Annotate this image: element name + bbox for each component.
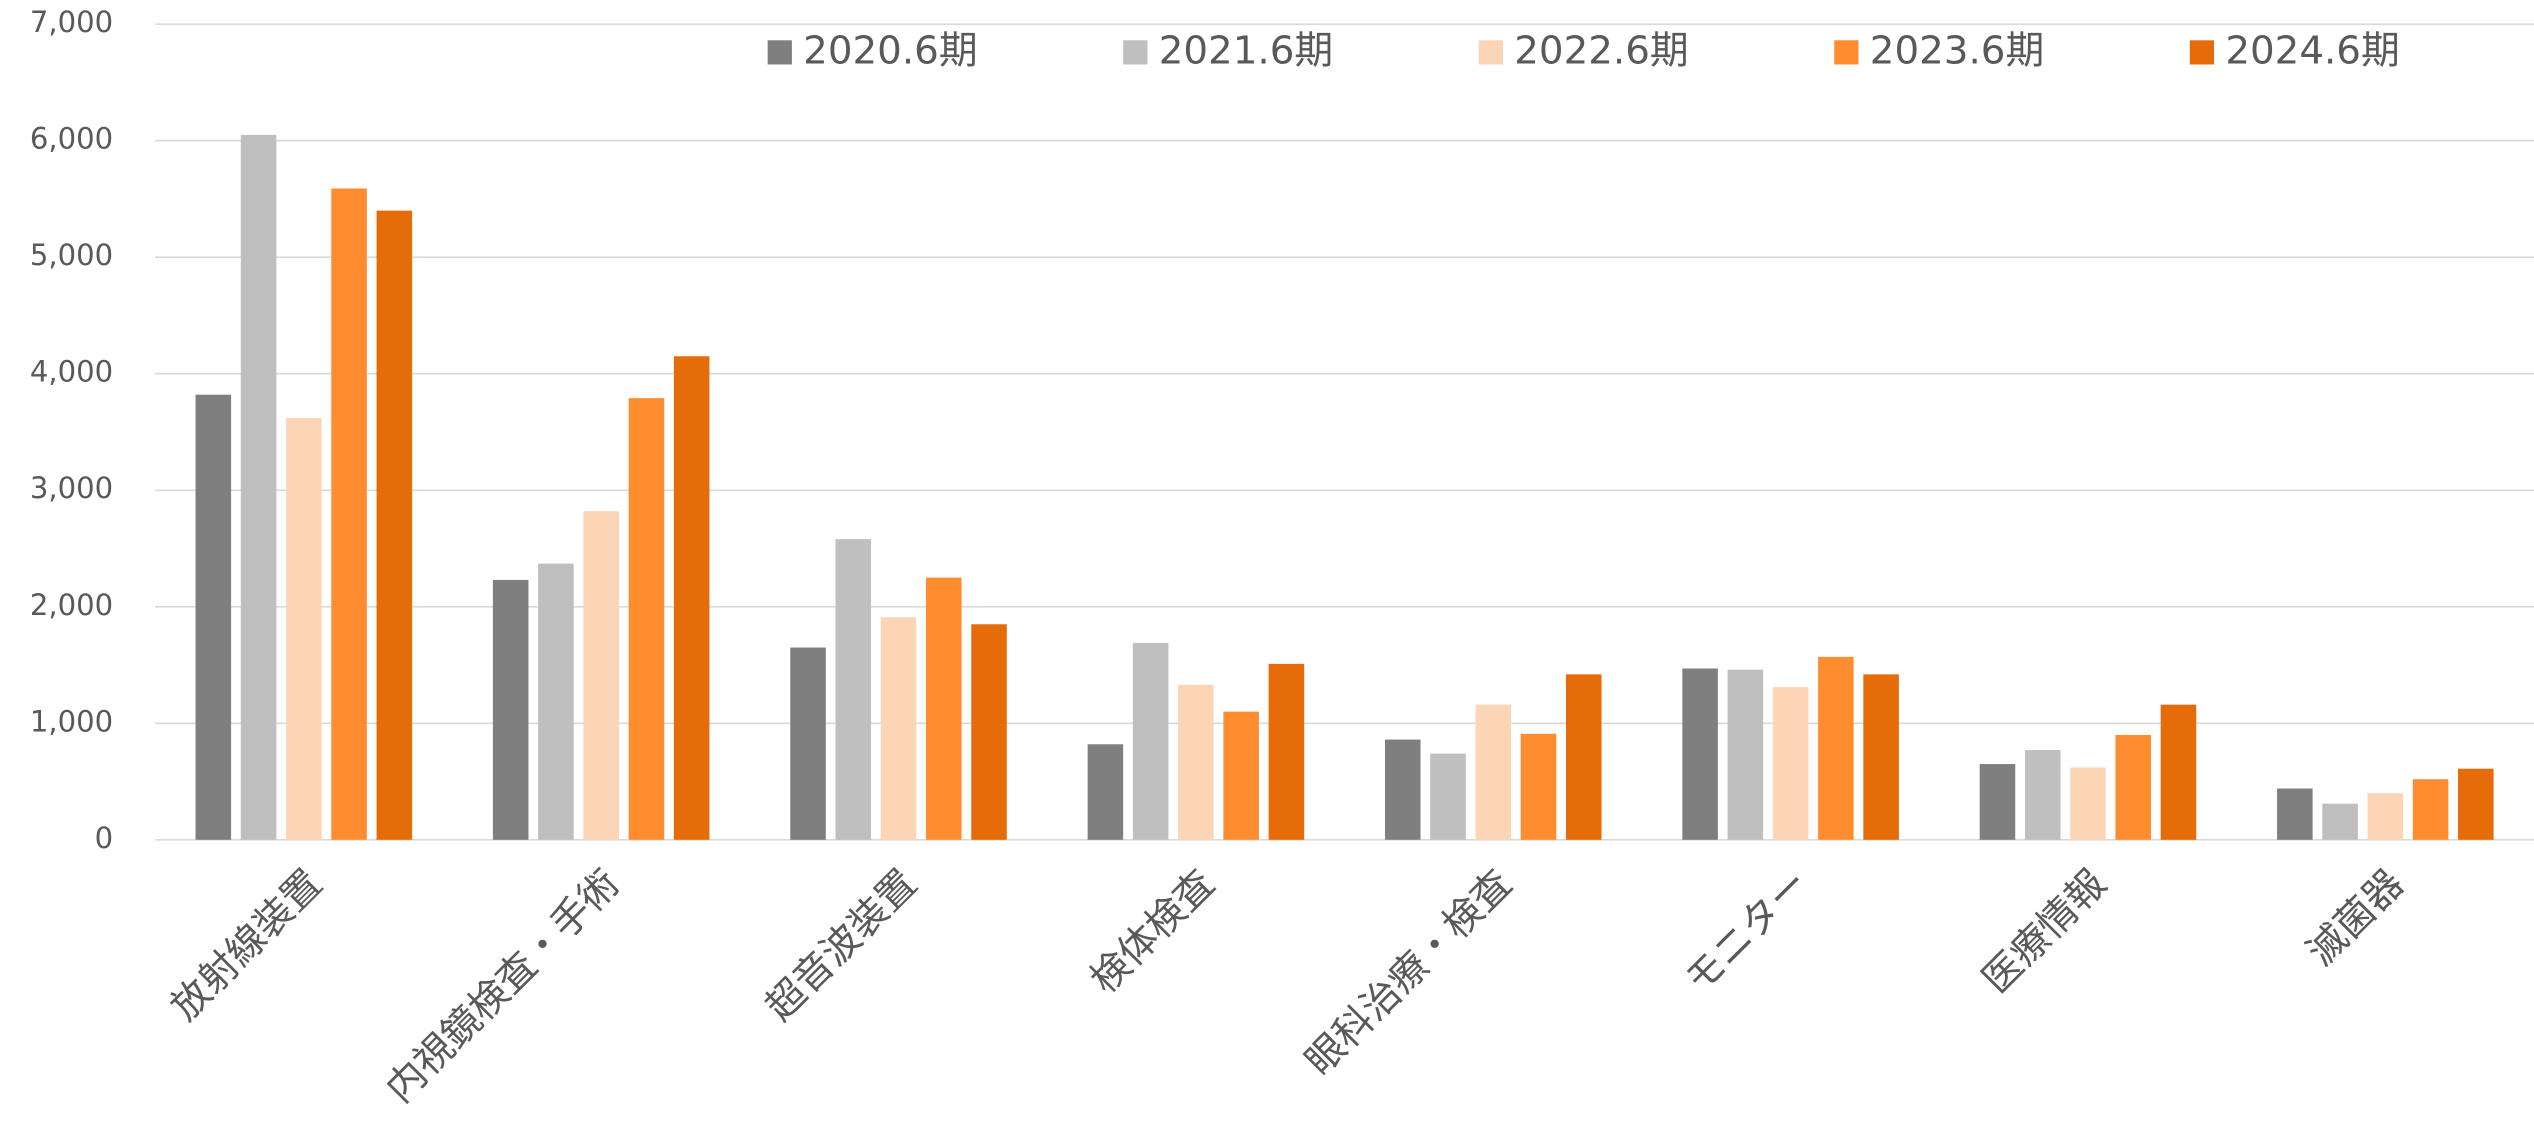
bar <box>2322 803 2358 840</box>
legend-swatch <box>2189 40 2215 65</box>
bar <box>1682 668 1718 840</box>
bar <box>583 511 619 840</box>
bar <box>1087 744 1124 840</box>
bar <box>492 579 529 840</box>
y-tick-label: 3,000 <box>30 471 113 505</box>
bar <box>673 356 710 840</box>
bar <box>790 647 826 840</box>
bar <box>2412 779 2449 840</box>
bar <box>880 617 917 840</box>
bar <box>1565 674 1602 840</box>
bar <box>2115 734 2151 840</box>
y-tick-label: 2,000 <box>30 588 113 622</box>
y-tick-label: 4,000 <box>30 355 113 389</box>
bar <box>1268 663 1305 840</box>
bar <box>1132 642 1169 840</box>
bar <box>376 210 413 840</box>
legend-label: 2024.6期 <box>2225 29 2399 74</box>
y-tick-label: 7,000 <box>30 5 113 39</box>
bar <box>1475 704 1512 840</box>
bar <box>926 577 962 840</box>
y-tick-label: 0 <box>95 821 114 855</box>
x-tick-label: モニター <box>1677 861 1819 1002</box>
bar <box>2024 750 2061 840</box>
bar <box>1430 753 1466 840</box>
bar <box>1384 739 1421 840</box>
legend-swatch <box>767 40 792 65</box>
bar <box>2160 704 2197 840</box>
legend-swatch <box>1478 40 1503 65</box>
legend-swatch <box>1123 40 1148 65</box>
bar <box>331 188 367 840</box>
bar <box>2458 768 2494 840</box>
y-tick-label: 6,000 <box>30 122 113 156</box>
legend-label: 2022.6期 <box>1514 29 1688 74</box>
x-tick-label: 医療情報 <box>1974 861 2116 1002</box>
legend-label: 2020.6期 <box>803 29 977 74</box>
y-tick-label: 1,000 <box>30 704 113 738</box>
x-tick-label: 滅菌器 <box>2299 861 2413 975</box>
legend-label: 2021.6期 <box>1159 29 1333 74</box>
bar <box>286 418 322 840</box>
x-tick-label: 放射線装置 <box>162 861 331 1029</box>
x-tick-label: 内視鏡検査・手術 <box>377 861 628 1112</box>
bar <box>2070 767 2106 840</box>
bar <box>1772 687 1809 840</box>
bar <box>835 539 872 840</box>
bar <box>1520 733 1557 840</box>
bar <box>1818 656 1854 840</box>
x-tick-label: 検体検査 <box>1082 861 1224 1002</box>
bar <box>1979 764 2016 840</box>
legend-swatch <box>1834 40 1859 65</box>
legend-label: 2023.6期 <box>1870 29 2044 74</box>
bar <box>195 394 232 840</box>
x-tick-label: 眼科治療・検査 <box>1297 861 1521 1084</box>
bar <box>1863 674 1899 840</box>
x-tick-label: 超音波装置 <box>757 861 926 1029</box>
bar <box>1727 669 1764 840</box>
bar <box>1223 711 1259 840</box>
bar <box>628 398 665 840</box>
bar <box>2367 793 2404 840</box>
bar <box>1178 684 1214 840</box>
bar <box>538 563 574 840</box>
bar <box>971 624 1007 840</box>
y-tick-label: 5,000 <box>30 238 113 272</box>
bar <box>240 134 277 840</box>
bar <box>2277 788 2313 840</box>
